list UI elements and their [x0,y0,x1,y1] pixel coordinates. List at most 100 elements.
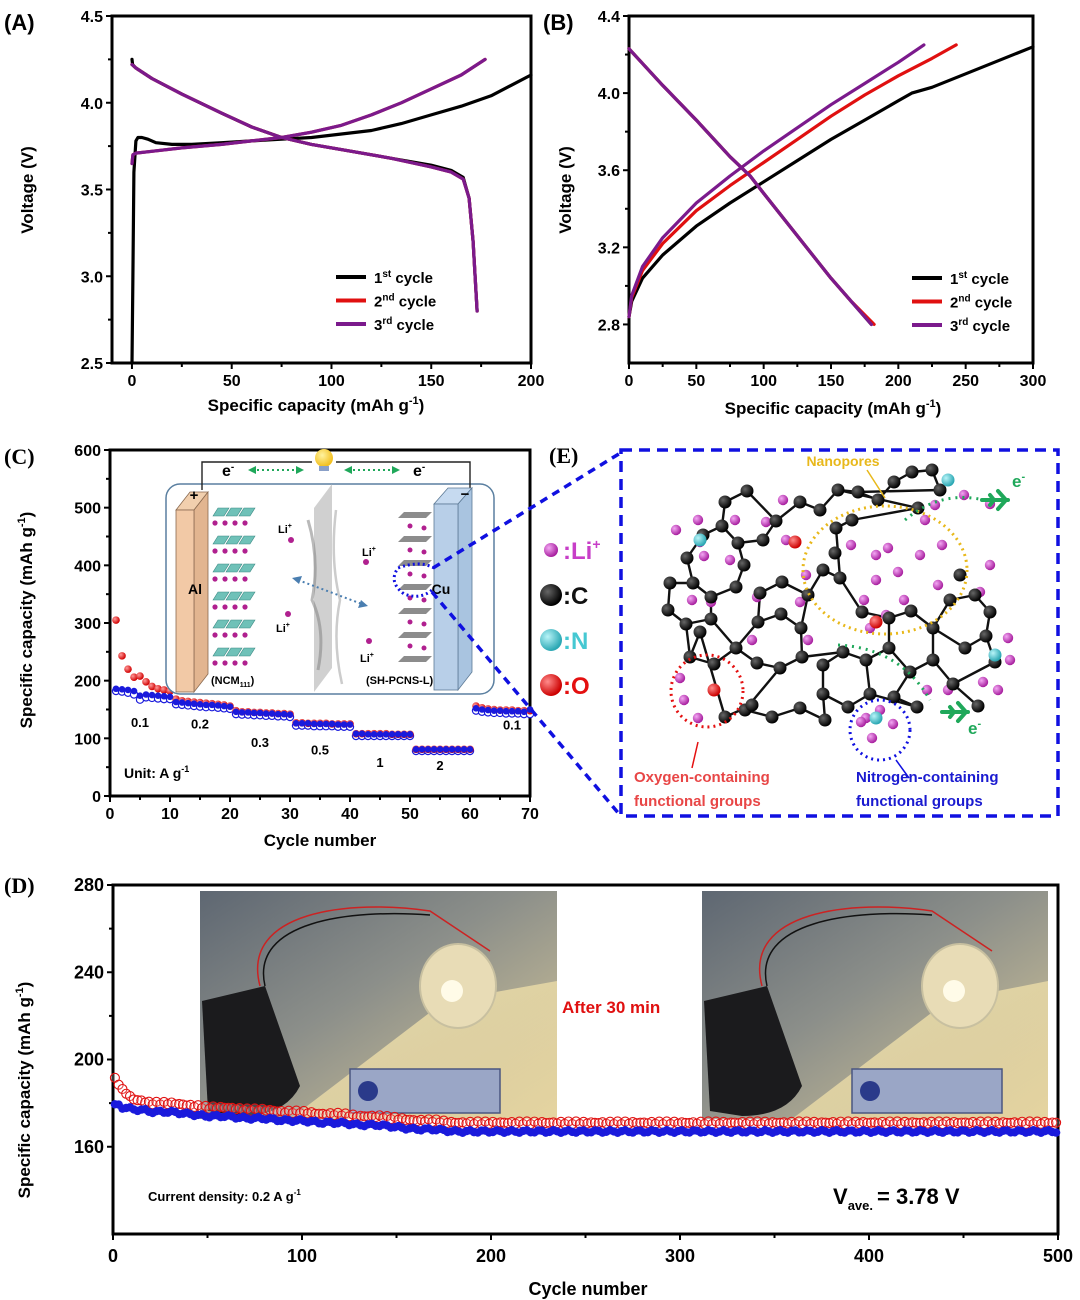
carbon-atom [911,501,925,515]
data-point-charge [484,706,492,714]
li-ion-atom [858,594,870,606]
y-tick-label: 400 [74,558,101,575]
led-photo-after [702,891,1048,1119]
li-ion [407,595,413,601]
data-point-discharge [540,1118,551,1129]
data-point-charge [118,686,126,693]
data-point-charge [244,709,252,716]
li-ion-atom [729,514,741,526]
legend-atom-li-icon [544,543,558,557]
data-point-charge [424,745,432,753]
electron-flow-arrow-left [248,466,304,474]
nitrogen-atom [693,533,707,547]
led-glow [441,980,463,1002]
li-ion-atom [855,716,867,728]
electron-label-top: e- [1012,471,1025,491]
carbon-atom [851,485,865,499]
y-tick-label: 4.4 [598,9,620,26]
ncm-octahedron [238,647,256,657]
li-ion [222,576,228,582]
positive-terminal: + [190,487,199,504]
carbon-atom [715,519,729,533]
data-point-charge [124,686,132,694]
li-ion-atom [760,516,772,528]
li-ion [242,576,248,582]
carbon-atom [704,590,718,604]
li-ion [222,632,228,638]
data-point-charge [130,687,138,695]
data-point-charge [514,707,522,715]
li-ion [407,571,413,577]
electron-arrow-icon-bottom [940,701,970,723]
data-point-charge [112,685,120,693]
x-tick-label: 300 [1020,373,1047,390]
data-point-discharge [215,1101,226,1112]
data-point-charge [478,706,486,713]
li-ion [222,604,228,610]
carbon-atom [663,576,677,590]
bond [851,506,919,522]
carbon-sheet [398,656,432,662]
data-point-charge [172,698,180,706]
data-point-charge [1051,1128,1061,1137]
li-ion-atom [932,579,944,591]
panel-c-xlabel: Cycle number [264,831,377,850]
lightbulb-icon [315,449,333,471]
carbon-atom [751,615,765,629]
carbon-atom [828,546,842,560]
legend-atom-label: :N [563,628,588,655]
carbon-atom [769,514,783,528]
data-point-charge [352,730,360,738]
y-tick-label: 500 [74,501,101,518]
li-ion [232,520,238,526]
carbon-atom [926,621,940,635]
li-ion [222,520,228,526]
data-point-charge [394,730,402,738]
li-ion-atom [936,539,948,551]
data-point-charge [346,721,354,728]
y-tick-label: 300 [74,616,101,633]
x-tick-label: 300 [665,1246,695,1266]
data-point-discharge [1051,1117,1062,1128]
data-point-discharge [124,665,132,673]
data-point-charge [382,730,390,738]
bond [801,650,844,659]
li-ion-atom [870,549,882,561]
data-point-charge [154,692,162,699]
data-point-discharge [130,673,138,682]
data-point-charge [406,730,414,738]
carbon-atom [679,617,693,631]
data-point-charge [472,705,480,712]
carbon-atom [882,611,896,625]
series-line [130,57,487,166]
li-ion-atom [919,514,931,526]
average-voltage-label: Vave. = 3.78 V [833,1184,960,1213]
nitrogen-groups-label-line2: functional groups [856,793,983,810]
data-point-charge [412,745,420,753]
data-point-discharge [544,1117,555,1128]
carbon-atom [693,625,707,639]
carbon-atom [933,483,947,497]
panel-a-label: (A) [4,10,35,35]
data-point-charge [322,720,330,728]
carbon-atom [793,701,807,715]
legend-entry: 1st cycle [950,270,1009,288]
wire-red [257,906,491,987]
data-point-charge [490,707,498,714]
ncm-octahedron [238,591,256,601]
data-point-charge [388,730,396,738]
carbon-atom [910,700,924,714]
data-point-charge [256,709,264,717]
li-ion [242,632,248,638]
current-density-label: Current density: 0.2 A g-1 [148,1188,301,1204]
aluminum-electrode [175,490,209,694]
nitrogen-atom [988,648,1002,662]
data-point-charge [196,701,204,708]
data-point-charge [334,721,342,728]
data-point-discharge [582,1118,593,1129]
data-point-charge [166,693,174,701]
li-ion [212,604,218,610]
carbon-atom [971,699,985,713]
ncm-octahedron [225,619,243,629]
rate-label: 0.5 [311,742,329,757]
